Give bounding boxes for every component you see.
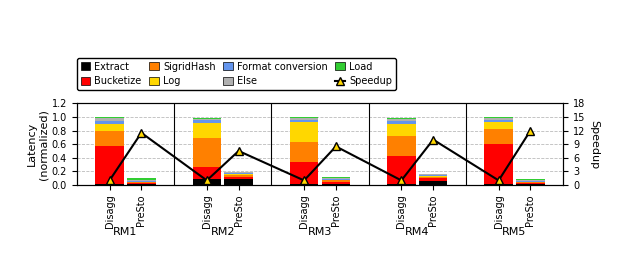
Bar [419, 178, 447, 181]
Text: RM5: RM5 [502, 227, 527, 237]
Bar [322, 179, 350, 180]
Bar [193, 138, 221, 166]
Bar [516, 179, 545, 180]
Bar [484, 144, 513, 184]
Text: RM4: RM4 [405, 227, 429, 237]
Bar [322, 178, 350, 179]
Bar [225, 174, 253, 175]
Bar [225, 179, 253, 185]
Bar [419, 181, 447, 185]
Bar [290, 118, 318, 120]
Bar [516, 180, 545, 181]
Bar [484, 184, 513, 185]
Bar [127, 184, 156, 185]
Bar [322, 180, 350, 182]
Bar [387, 118, 415, 119]
Bar [322, 182, 350, 184]
Bar [225, 172, 253, 174]
Bar [516, 183, 545, 184]
Bar [225, 177, 253, 179]
Y-axis label: Latency
(normalized): Latency (normalized) [28, 109, 49, 180]
Bar [290, 184, 318, 185]
Bar [484, 122, 513, 129]
Bar [127, 183, 156, 184]
Bar [419, 175, 447, 176]
Bar [95, 146, 124, 184]
Bar [387, 121, 415, 124]
Bar [290, 162, 318, 184]
Bar [516, 182, 545, 183]
Bar [484, 120, 513, 122]
Bar [419, 177, 447, 178]
Bar [127, 181, 156, 182]
Bar [484, 117, 513, 118]
Bar [387, 136, 415, 156]
Bar [127, 182, 156, 183]
Bar [193, 119, 221, 120]
Bar [95, 118, 124, 121]
Bar [387, 156, 415, 184]
Bar [193, 179, 221, 185]
Bar [419, 176, 447, 177]
Text: RM3: RM3 [308, 227, 332, 237]
Bar [95, 184, 124, 185]
Bar [95, 121, 124, 125]
Bar [516, 184, 545, 185]
Bar [127, 178, 156, 180]
Bar [95, 117, 124, 118]
Bar [193, 166, 221, 179]
Bar [290, 117, 318, 118]
Bar [387, 124, 415, 136]
Text: RM2: RM2 [211, 227, 235, 237]
Bar [387, 184, 415, 185]
Bar [387, 119, 415, 121]
Bar [419, 174, 447, 175]
Bar [193, 123, 221, 138]
Text: RM1: RM1 [113, 227, 138, 237]
Bar [290, 142, 318, 162]
Bar [95, 125, 124, 131]
Bar [484, 118, 513, 120]
Bar [193, 120, 221, 123]
Bar [322, 184, 350, 185]
Bar [290, 122, 318, 142]
Bar [95, 131, 124, 146]
Bar [225, 175, 253, 177]
Bar [193, 118, 221, 119]
Bar [484, 129, 513, 144]
Bar [322, 177, 350, 178]
Y-axis label: Speedup: Speedup [589, 120, 599, 169]
Legend: Extract, Bucketize, SigridHash, Log, Format conversion, Else, Load, Speedup: Extract, Bucketize, SigridHash, Log, For… [77, 58, 396, 90]
Bar [127, 180, 156, 181]
Bar [516, 181, 545, 182]
Bar [290, 120, 318, 122]
